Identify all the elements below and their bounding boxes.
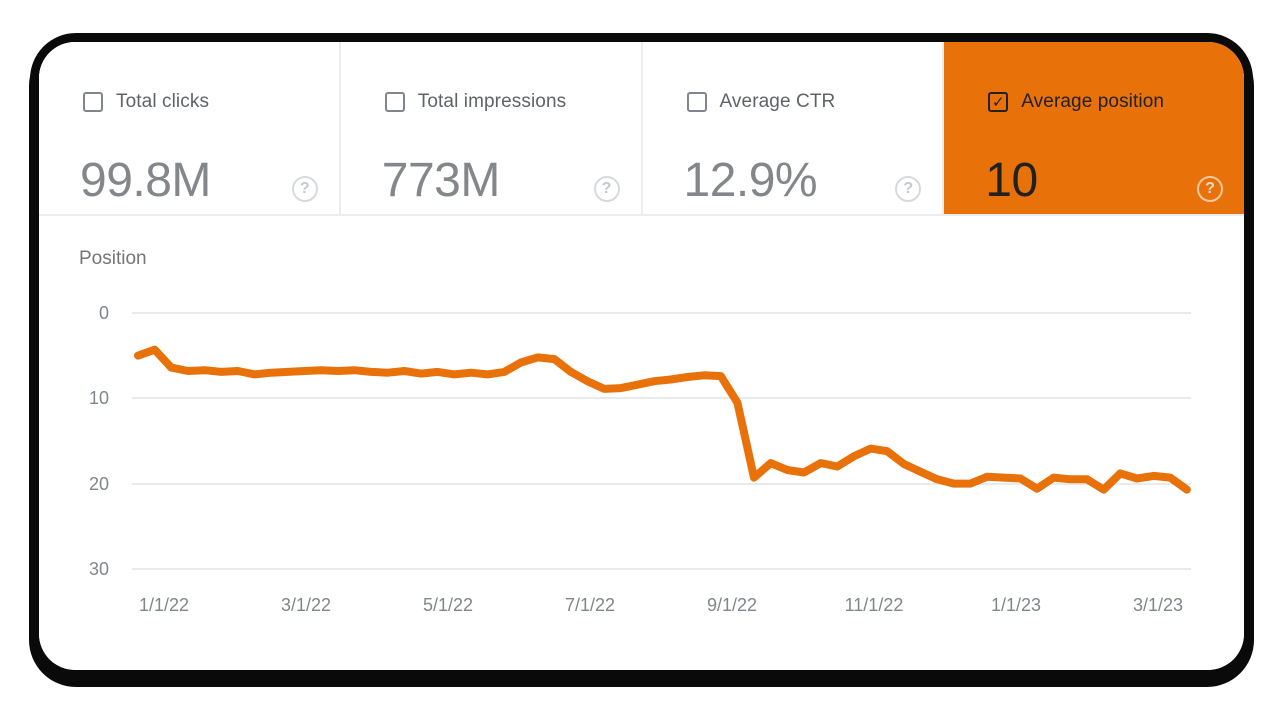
- metric-card-total-impressions[interactable]: ✓ Total impressions 773M ?: [340, 42, 643, 214]
- x-axis-tick-label: 11/1/22: [844, 595, 904, 615]
- x-axis-tick-label: 3/1/22: [280, 595, 332, 615]
- y-gridline: [132, 567, 1191, 570]
- help-icon[interactable]: ?: [1197, 176, 1223, 202]
- y-axis-tick-label: 30: [88, 558, 109, 579]
- metric-value: 10: [985, 154, 1038, 207]
- y-gridline: [132, 482, 1191, 485]
- metric-label: Average position: [1021, 91, 1165, 112]
- metric-value: 12.9%: [683, 154, 818, 207]
- help-icon[interactable]: ?: [895, 176, 922, 202]
- checkmark-icon: ✓: [991, 92, 1005, 111]
- metric-value: 99.8M: [80, 154, 211, 207]
- x-axis-tick-label: 1/1/23: [990, 595, 1042, 615]
- help-icon[interactable]: ?: [291, 176, 318, 202]
- y-axis-tick-label: 20: [88, 473, 109, 494]
- y-axis-tick-label: 0: [98, 303, 109, 323]
- metric-card-total-clicks[interactable]: ✓ Total clicks 99.8M ?: [39, 42, 341, 214]
- metric-label: Average CTR: [719, 91, 836, 112]
- y-gridline: [132, 397, 1191, 400]
- dashboard-panel: ✓ Total clicks 99.8M ? ✓ Total impressio…: [39, 42, 1244, 670]
- metric-label: Total impressions: [417, 91, 567, 112]
- y-gridline: [132, 312, 1191, 314]
- total-clicks-checkbox[interactable]: ✓: [83, 92, 103, 112]
- x-axis-tick-label: 9/1/22: [706, 595, 758, 615]
- x-axis-tick-label: 7/1/22: [564, 595, 616, 615]
- metric-card-average-ctr[interactable]: ✓ Average CTR 12.9% ?: [642, 42, 945, 214]
- metric-card-header: ✓ Total impressions: [384, 91, 567, 113]
- metric-label: Total clicks: [116, 91, 210, 112]
- metric-cards-row: ✓ Total clicks 99.8M ? ✓ Total impressio…: [39, 42, 1244, 214]
- x-axis-tick-label: 1/1/22: [138, 595, 190, 615]
- total-impressions-checkbox[interactable]: ✓: [384, 92, 405, 112]
- chart-axis-title: Position: [79, 248, 147, 269]
- x-axis-tick-label: 5/1/22: [422, 595, 474, 615]
- metric-value: 773M: [381, 154, 501, 207]
- y-axis-tick-label: 10: [88, 388, 109, 409]
- metric-card-header: ✓ Average position: [988, 91, 1164, 113]
- average-ctr-checkbox[interactable]: ✓: [686, 92, 707, 112]
- metric-card-header: ✓ Total clicks: [83, 91, 209, 113]
- metric-card-average-position[interactable]: ✓ Average position 10 ?: [944, 42, 1244, 214]
- average-position-checkbox[interactable]: ✓: [988, 92, 1009, 112]
- app-window-frame: ✓ Total clicks 99.8M ? ✓ Total impressio…: [30, 33, 1253, 679]
- metric-card-header: ✓ Average CTR: [686, 91, 836, 113]
- x-axis-tick-label: 3/1/23: [1132, 595, 1184, 615]
- average-position-series-line: [134, 345, 1191, 494]
- cards-bottom-divider: [39, 214, 1244, 216]
- help-icon[interactable]: ?: [593, 176, 620, 202]
